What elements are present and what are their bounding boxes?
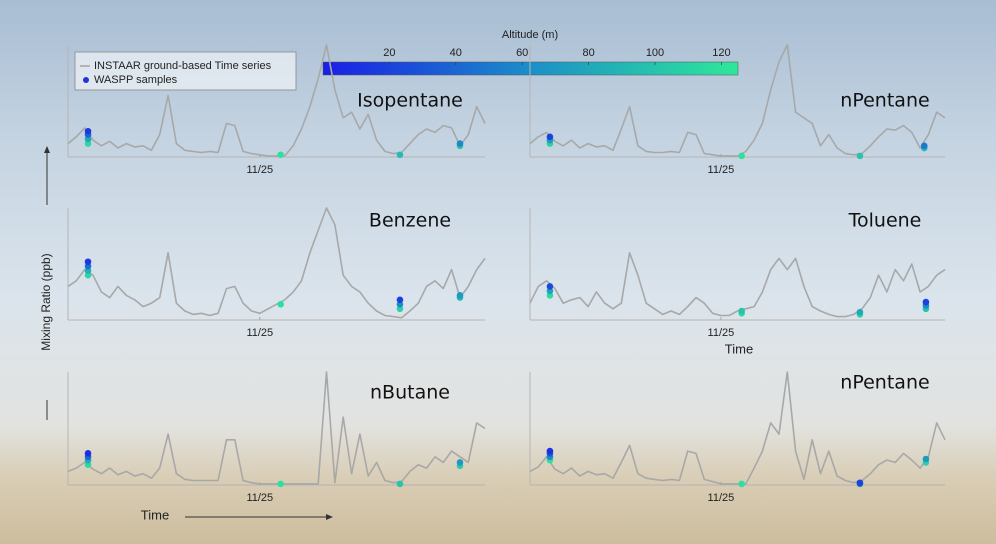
sample-point [84, 461, 92, 468]
sample-point [456, 459, 464, 466]
legend-marker [83, 77, 89, 83]
colorbar-label: Altitude (m) [502, 29, 558, 41]
colorbar-tick-label: 120 [712, 47, 730, 59]
x-tick-label: 11/25 [246, 164, 273, 176]
x-tick-label: 11/25 [708, 492, 735, 504]
time-series-line [529, 371, 946, 485]
colorbar-tick-label: 60 [516, 47, 528, 59]
sample-point [277, 480, 284, 488]
x-tick-label: 11/25 [708, 327, 735, 339]
y-arrowhead [44, 146, 50, 153]
sample-point [396, 151, 404, 159]
panel-title: Benzene [369, 210, 451, 232]
sample-point [456, 140, 464, 147]
panel-title: nButane [370, 382, 450, 404]
legend-label: INSTAAR ground-based Time series [94, 60, 272, 72]
sample-point [856, 308, 864, 316]
sample-point [738, 152, 745, 160]
sample-point [738, 307, 745, 315]
sample-point [84, 127, 92, 135]
sample-point [456, 292, 464, 299]
legend-label: WASPP samples [94, 74, 178, 86]
sample-point [856, 479, 864, 487]
panel-title: nPentane [840, 372, 929, 394]
sample-point [84, 258, 92, 266]
y-axis-label: Mixing Ratio (ppb) [39, 253, 53, 350]
sample-point [546, 133, 554, 141]
sample-point [922, 455, 930, 463]
time-series-line [67, 207, 486, 319]
colorbar-tick-label: 40 [450, 47, 462, 59]
sample-point [84, 450, 92, 457]
time-series-line [67, 371, 486, 485]
sample-point [277, 151, 284, 159]
x-tick-label: 11/25 [708, 164, 735, 176]
panel-title: Isopentane [357, 90, 463, 112]
sample-point [856, 152, 864, 160]
colorbar-tick-label: 100 [646, 47, 664, 59]
time-series-line [529, 44, 946, 157]
sample-point [922, 298, 930, 306]
x-arrowhead [326, 514, 333, 520]
sample-point [920, 142, 928, 150]
colorbar-tick-label: 80 [582, 47, 594, 59]
sample-point [396, 296, 404, 304]
sample-point [546, 447, 554, 455]
x-tick-label: 11/25 [246, 327, 273, 339]
x-axis-label: Time [141, 507, 169, 522]
time-series-line [67, 44, 486, 157]
x-axis-label: Time [725, 341, 753, 356]
panel-title: nPentane [840, 90, 929, 112]
legend-box [74, 51, 297, 91]
x-tick-label: 11/25 [246, 492, 273, 504]
colorbar-tick-label: 20 [383, 47, 395, 59]
time-series-line [529, 252, 946, 318]
panel-title: Toluene [848, 210, 922, 232]
sample-point [277, 301, 284, 308]
sample-point [738, 480, 745, 488]
sample-point [546, 283, 554, 290]
sample-point [396, 480, 404, 488]
